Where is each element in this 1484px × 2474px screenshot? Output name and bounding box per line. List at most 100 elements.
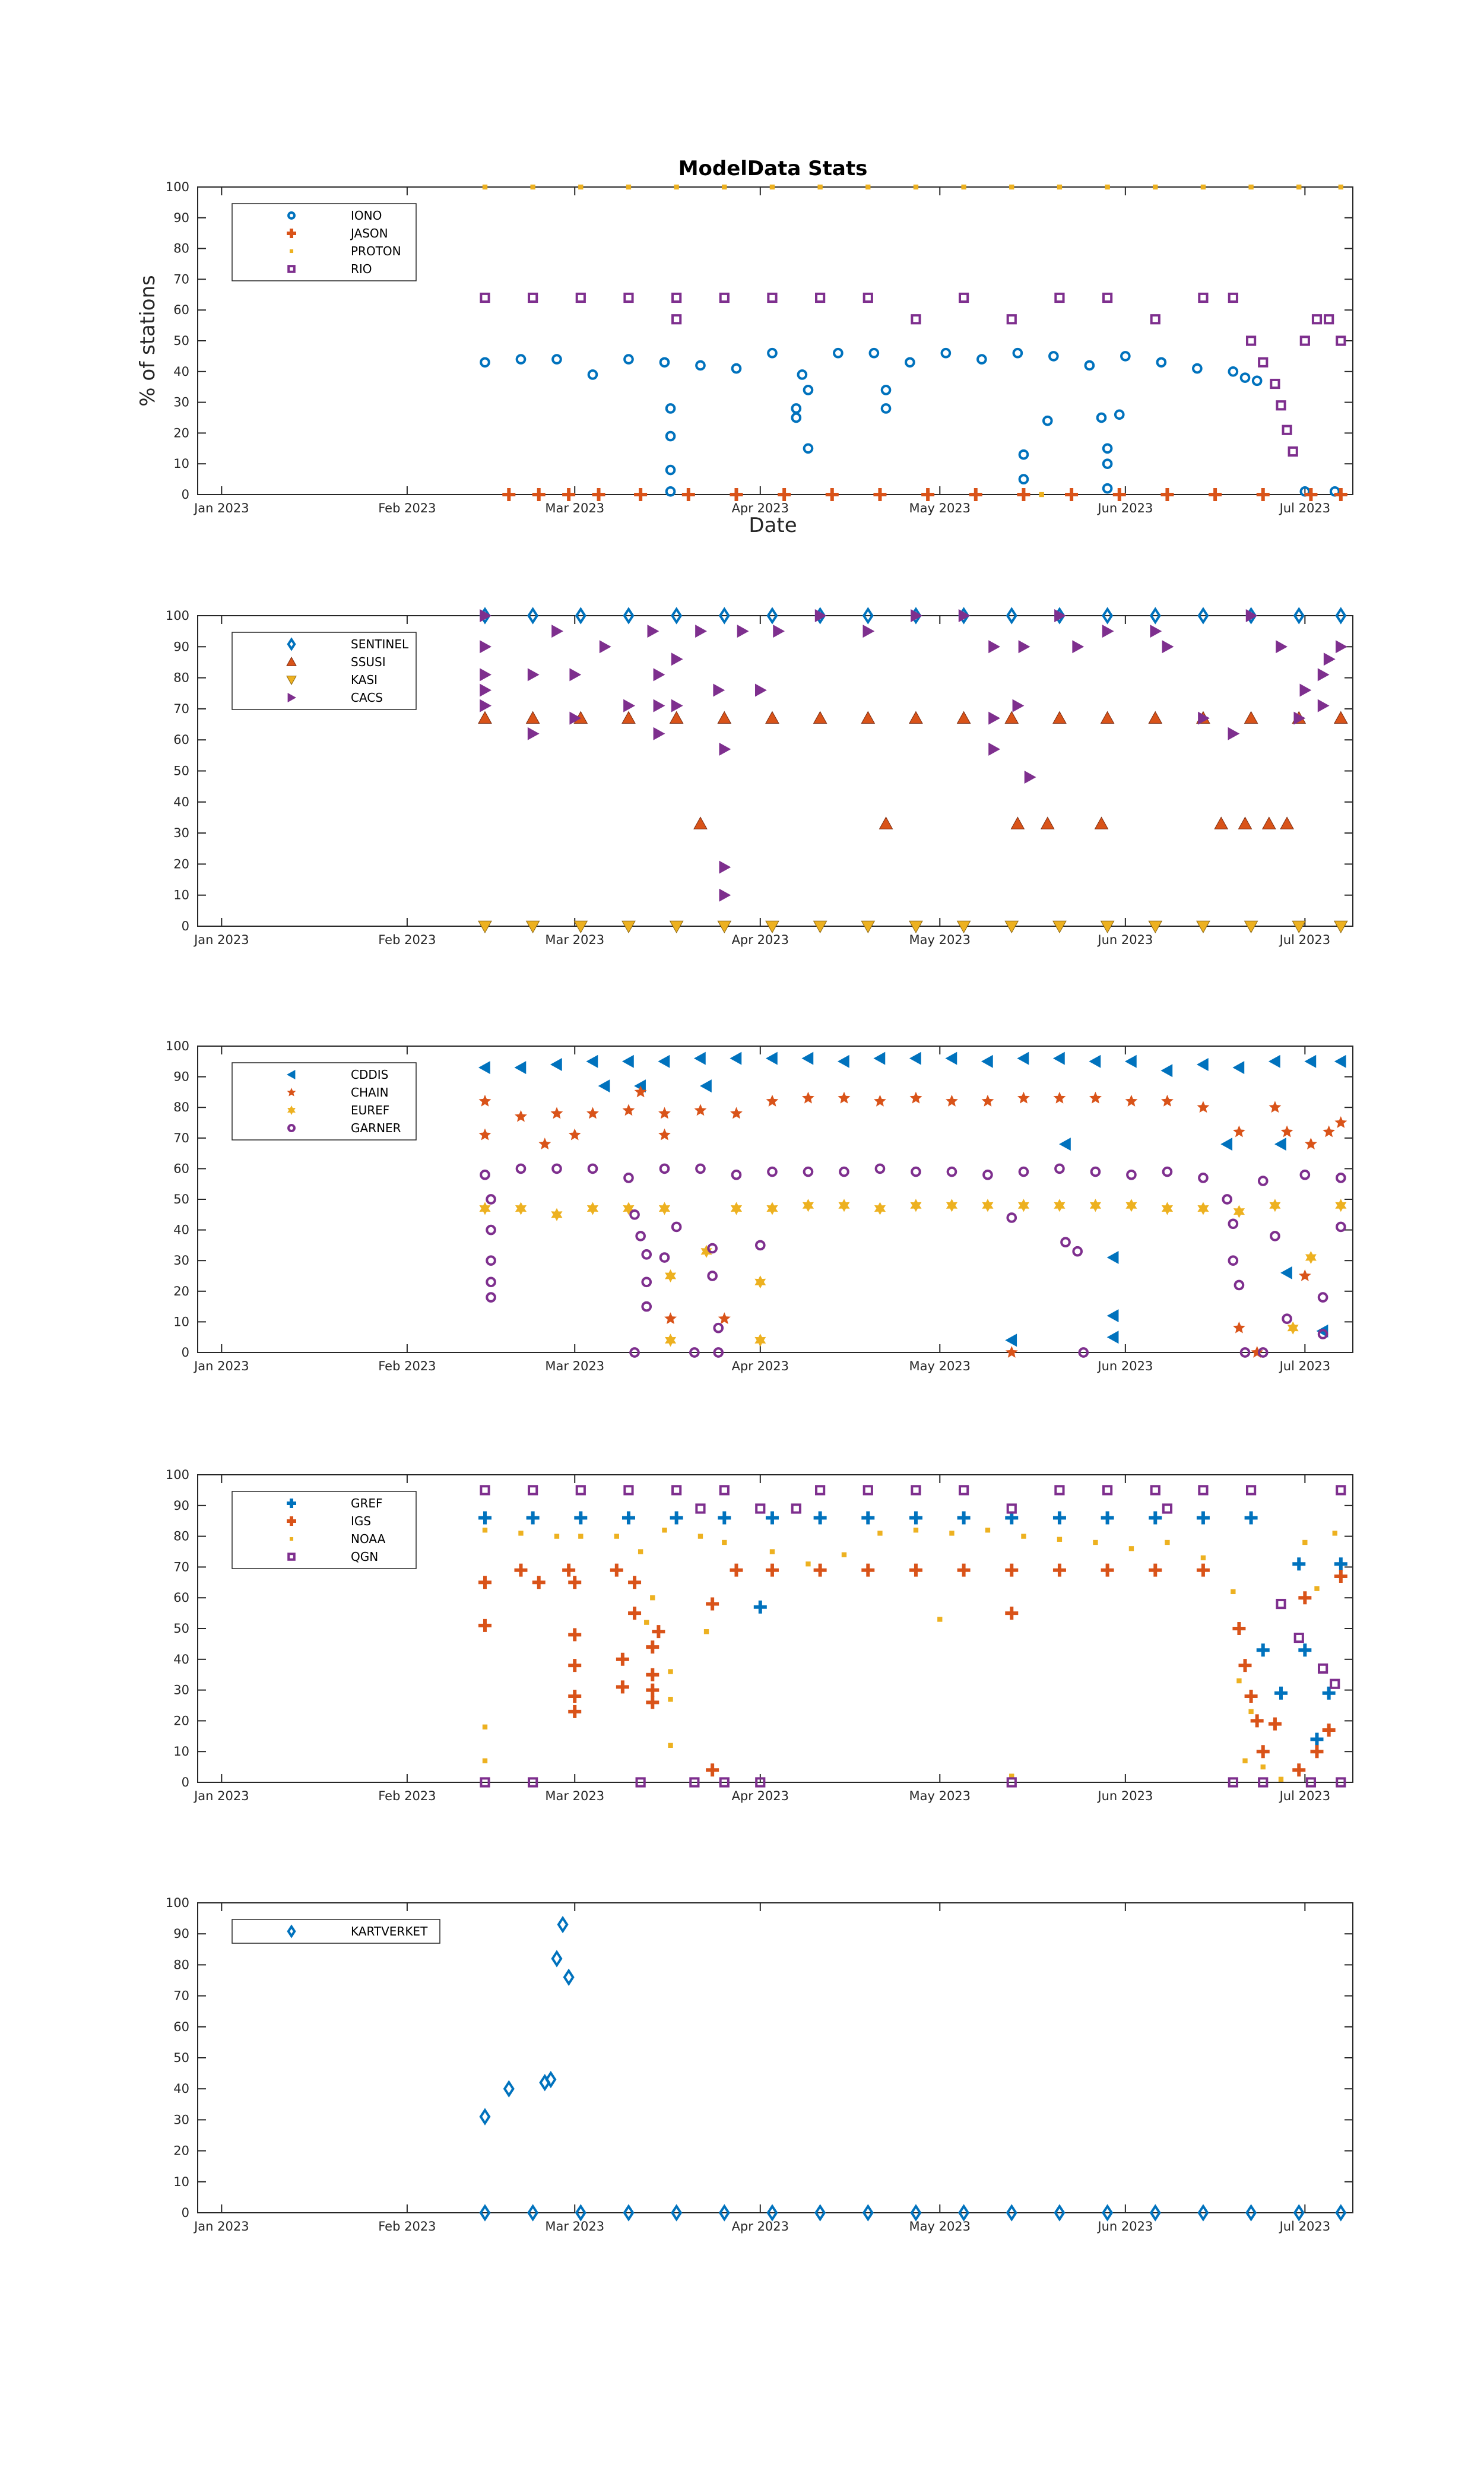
- data-point: [669, 920, 684, 934]
- y-tick-label: 0: [182, 1345, 189, 1360]
- data-point: [568, 1628, 582, 1642]
- y-tick-label: 80: [173, 242, 189, 256]
- data-point: [1245, 335, 1257, 346]
- data-point: [647, 625, 659, 638]
- y-tick-label: 20: [173, 1713, 189, 1728]
- data-point: [527, 607, 539, 625]
- data-point: [707, 1271, 718, 1281]
- data-point: [1236, 1678, 1242, 1684]
- y-tick-label: 100: [166, 180, 189, 194]
- data-marks: [478, 607, 1348, 934]
- data-point: [482, 1758, 488, 1763]
- data-point: [1330, 1678, 1340, 1689]
- data-point: [1239, 372, 1251, 383]
- data-point: [628, 1607, 642, 1620]
- data-point: [958, 2204, 970, 2222]
- data-point: [1228, 727, 1240, 740]
- data-point: [1125, 1094, 1138, 1107]
- legend-marker: [287, 229, 296, 238]
- data-point: [1311, 314, 1323, 325]
- data-point: [671, 1485, 682, 1496]
- data-point: [1238, 1659, 1252, 1672]
- data-point: [1270, 1231, 1280, 1241]
- data-point: [1333, 920, 1348, 934]
- legend-marker: [287, 1105, 296, 1115]
- data-point: [659, 1252, 670, 1263]
- legend-label: GARNER: [351, 1121, 401, 1135]
- y-tick-label: 50: [173, 1192, 189, 1206]
- data-point: [700, 1079, 712, 1093]
- y-tick-label: 10: [173, 2175, 189, 2189]
- data-point: [778, 488, 791, 501]
- data-point: [629, 1347, 640, 1358]
- data-point: [1287, 1321, 1299, 1335]
- data-point: [767, 292, 778, 303]
- legend-label: NOAA: [351, 1532, 386, 1546]
- y-tick-label: 10: [173, 457, 189, 471]
- data-point: [791, 403, 802, 414]
- x-tick-label: Jun 2023: [1096, 1359, 1153, 1373]
- data-point: [802, 1199, 814, 1212]
- data-point: [681, 488, 695, 501]
- data-point: [1242, 1758, 1248, 1763]
- data-point: [1250, 1714, 1264, 1728]
- x-tick-label: Jan 2023: [193, 501, 249, 515]
- data-point: [1274, 1686, 1288, 1700]
- data-point: [482, 1724, 488, 1729]
- data-point: [1162, 1503, 1173, 1514]
- data-point: [1332, 1531, 1337, 1536]
- x-tick-label: Apr 2023: [732, 501, 789, 515]
- y-tick-label: 10: [173, 888, 189, 902]
- data-point: [956, 920, 971, 934]
- data-point: [486, 1194, 496, 1205]
- y-tick-label: 70: [173, 272, 189, 286]
- data-point: [1004, 920, 1019, 934]
- data-point: [1258, 357, 1269, 368]
- data-point: [988, 711, 1001, 725]
- data-point: [568, 1659, 582, 1672]
- data-point: [765, 1511, 779, 1525]
- axis-ticks: 0 10 20 30 40 50 60 70 80 90 100 Jan 2023 Feb 2023 Ma…: [166, 1039, 1353, 1373]
- legend-box: [232, 632, 417, 710]
- data-point: [713, 1322, 724, 1333]
- data-point: [1004, 711, 1019, 724]
- data-point: [652, 1625, 665, 1639]
- y-tick-label: 60: [173, 303, 189, 317]
- axis-ticks: 0 10 20 30 40 50 60 70 80 90 100 Jan 2023 Feb 2023 Ma…: [166, 609, 1353, 947]
- y-tick-label: 60: [173, 733, 189, 747]
- legend-label: IONO: [351, 208, 382, 223]
- data-point: [815, 1485, 826, 1496]
- data-point: [873, 488, 887, 501]
- data-point: [910, 1199, 922, 1212]
- data-point: [528, 1777, 538, 1788]
- data-point: [959, 1485, 969, 1496]
- legend-marker: [287, 1088, 296, 1097]
- x-axis-title: Date: [749, 514, 797, 537]
- data-point: [1196, 1511, 1210, 1525]
- data-point: [754, 1333, 766, 1347]
- data-point: [1126, 1169, 1137, 1180]
- data-point: [551, 1950, 563, 1968]
- data-point: [569, 668, 582, 682]
- data-point: [528, 1485, 538, 1496]
- data-point: [486, 1224, 496, 1236]
- x-tick-label: Mar 2023: [545, 2219, 604, 2234]
- data-point: [817, 184, 823, 190]
- data-point: [650, 1595, 655, 1601]
- data-point: [837, 1054, 849, 1068]
- data-point: [981, 1094, 994, 1107]
- data-point: [1012, 699, 1025, 712]
- data-point: [538, 1138, 551, 1149]
- data-point: [1009, 1773, 1014, 1779]
- legend-marker: [287, 1499, 296, 1508]
- y-tick-label: 60: [173, 1591, 189, 1605]
- y-tick-label: 40: [173, 1652, 189, 1667]
- data-point: [765, 920, 779, 934]
- data-point: [703, 1629, 709, 1634]
- data-point: [1048, 351, 1059, 362]
- data-point: [586, 1202, 598, 1215]
- y-tick-label: 40: [173, 2082, 189, 2096]
- x-tick-label: Apr 2023: [732, 933, 789, 947]
- x-tick-label: Jan 2023: [193, 1359, 249, 1373]
